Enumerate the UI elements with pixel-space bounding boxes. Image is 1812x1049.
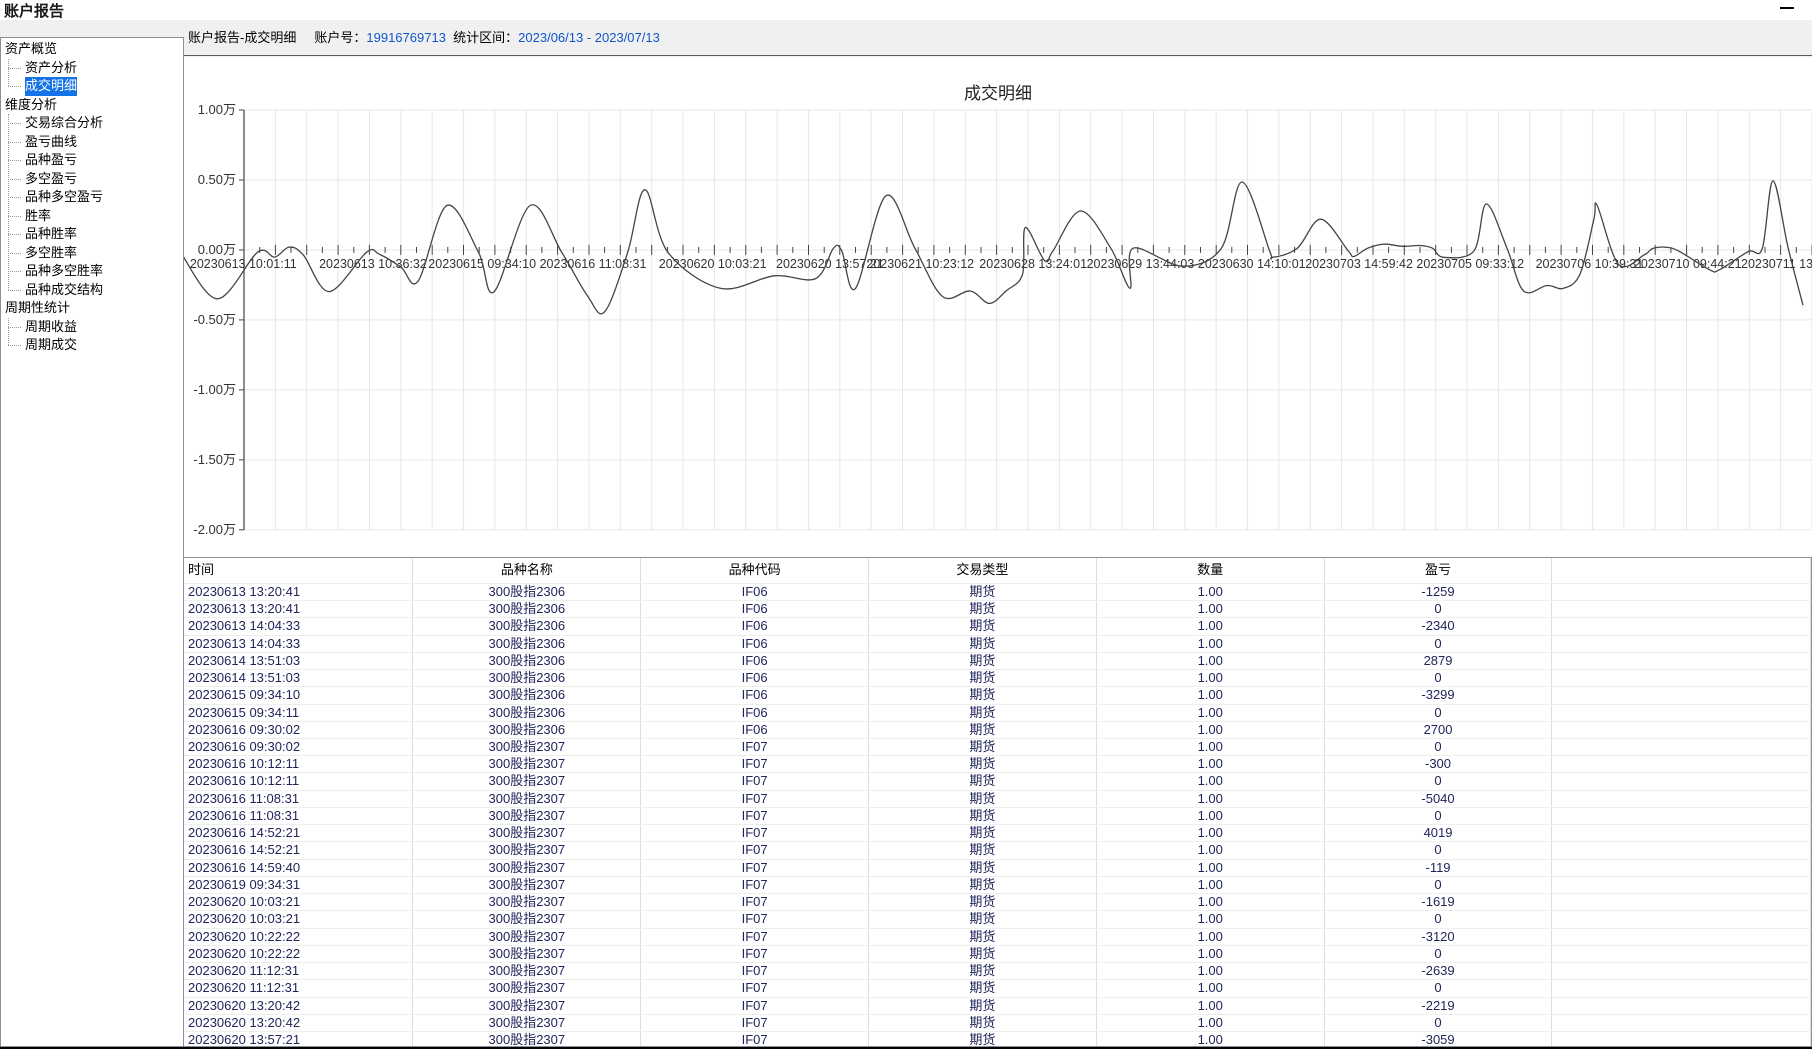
svg-text:-1.50万: -1.50万 xyxy=(193,452,236,467)
svg-text:20230613 10:36:32: 20230613 10:36:32 xyxy=(319,257,427,271)
svg-text:20230620 10:03:21: 20230620 10:03:21 xyxy=(659,257,767,271)
svg-text:20230703 14:59:42: 20230703 14:59:42 xyxy=(1305,257,1413,271)
svg-text:20230630 14:10:01: 20230630 14:10:01 xyxy=(1198,257,1306,271)
svg-text:20230613 10:01:11: 20230613 10:01:11 xyxy=(190,257,297,271)
svg-text:20230710 09:44:21: 20230710 09:44:21 xyxy=(1634,257,1742,271)
svg-text:1.00万: 1.00万 xyxy=(198,102,236,117)
svg-text:20230706 10:39:31: 20230706 10:39:31 xyxy=(1536,257,1644,271)
svg-text:-0.50万: -0.50万 xyxy=(193,312,236,327)
svg-text:20230711 13:20: 20230711 13:20 xyxy=(1741,257,1812,271)
svg-text:0.50万: 0.50万 xyxy=(198,172,236,187)
svg-text:20230705 09:33:12: 20230705 09:33:12 xyxy=(1416,257,1524,271)
svg-text:-2.00万: -2.00万 xyxy=(193,522,236,537)
svg-text:-1.00万: -1.00万 xyxy=(193,382,236,397)
svg-text:20230628 13:24:01: 20230628 13:24:01 xyxy=(979,257,1087,271)
svg-text:20230629 13:44:03: 20230629 13:44:03 xyxy=(1087,257,1195,271)
svg-text:20230616 11:08:31: 20230616 11:08:31 xyxy=(540,257,647,271)
svg-text:0.00万: 0.00万 xyxy=(198,242,236,257)
